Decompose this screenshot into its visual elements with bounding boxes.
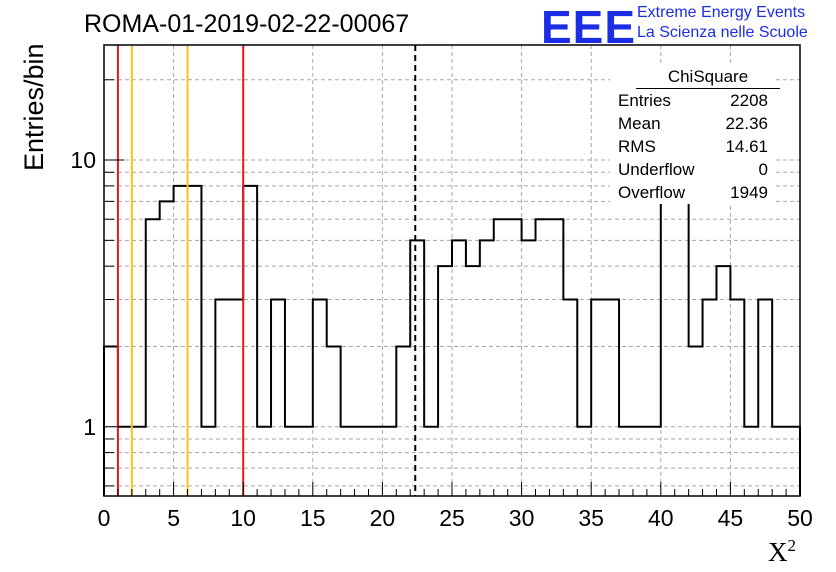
histogram-bin <box>174 186 188 496</box>
y-axis-label: Entries/bin <box>19 43 49 171</box>
histogram-bin <box>563 300 577 496</box>
stats-value: 14.61 <box>725 137 768 156</box>
x-tick-label: 10 <box>230 505 256 531</box>
x-tick-label: 40 <box>648 505 674 531</box>
histogram-bin <box>285 427 299 496</box>
histogram-bin <box>508 219 522 496</box>
stats-row-mean: Mean 22.36 <box>610 112 776 135</box>
histogram-bin <box>494 219 508 496</box>
histogram-bin <box>368 427 382 496</box>
histogram-bin <box>438 266 452 496</box>
histogram-bin <box>619 427 633 496</box>
histogram-bin <box>452 240 466 496</box>
stats-value: 1949 <box>730 183 768 202</box>
stats-box: ChiSquare Entries 2208 Mean 22.36 RMS 14.61… <box>610 66 780 204</box>
histogram-bin <box>118 427 132 496</box>
histogram-bin <box>146 219 160 496</box>
x-axis-label-superscript: 2 <box>787 536 797 555</box>
histogram-bin <box>160 201 174 496</box>
stats-label: Entries <box>618 91 671 110</box>
stats-label: RMS <box>618 137 656 156</box>
histogram-bin <box>577 427 591 496</box>
histogram-bin <box>716 266 730 496</box>
stats-value: 0 <box>758 160 768 179</box>
histogram-bin <box>257 427 271 496</box>
histogram-bin <box>675 201 689 496</box>
histogram-bin <box>772 427 786 496</box>
histogram-bin <box>703 300 717 496</box>
histogram-bin <box>243 186 257 496</box>
histogram-bin <box>758 300 772 496</box>
stats-row-underflow: Underflow 0 <box>610 158 776 181</box>
histogram-bin <box>410 240 424 496</box>
chart-title: ROMA-01-2019-02-22-00067 <box>84 10 410 38</box>
stats-label: Overflow <box>618 183 686 202</box>
histogram-bin <box>466 266 480 496</box>
histogram-bin <box>271 300 285 496</box>
histogram-bin <box>327 346 341 496</box>
histogram-bin <box>382 427 396 496</box>
x-tick-label: 15 <box>300 505 326 531</box>
x-tick-label: 0 <box>98 505 111 531</box>
histogram-bin <box>480 240 494 496</box>
stats-row-entries: Entries 2208 <box>610 89 776 112</box>
x-tick-label: 45 <box>718 505 744 531</box>
histogram-bin <box>355 427 369 496</box>
histogram-bin <box>229 300 243 496</box>
histogram-bin <box>215 300 229 496</box>
x-tick-label: 5 <box>167 505 180 531</box>
x-tick-label: 50 <box>787 505 813 531</box>
histogram-bin <box>132 427 146 496</box>
stats-value: 2208 <box>730 91 768 110</box>
histogram-bin <box>647 427 661 496</box>
histogram-bin <box>341 427 355 496</box>
x-axis-label-text: X <box>768 537 788 567</box>
histogram-bin <box>201 427 215 496</box>
stats-title: ChiSquare <box>636 66 780 89</box>
histogram-bin <box>661 186 675 496</box>
x-tick-label: 30 <box>509 505 535 531</box>
stats-value: 22.36 <box>725 114 768 133</box>
histogram-bin <box>299 427 313 496</box>
histogram-bin <box>536 219 550 496</box>
x-tick-label: 25 <box>439 505 465 531</box>
histogram-bin <box>313 300 327 496</box>
histogram-bin <box>786 427 800 496</box>
histogram-bin <box>744 427 758 496</box>
x-tick-label: 20 <box>370 505 396 531</box>
histogram-outline <box>103 184 801 496</box>
stats-row-rms: RMS 14.61 <box>610 135 776 158</box>
stats-label: Underflow <box>618 160 695 179</box>
histogram-bin <box>188 186 202 496</box>
histogram-bin <box>104 346 118 496</box>
histogram-bin <box>633 427 647 496</box>
stats-row-overflow: Overflow 1949 <box>610 181 776 204</box>
logo-text-line1: Extreme Energy Events <box>637 4 806 21</box>
x-axis-label: X2 <box>768 536 796 568</box>
stats-label: Mean <box>618 114 661 133</box>
histogram-bin <box>605 300 619 496</box>
histogram-bin <box>424 427 438 496</box>
x-tick-label: 35 <box>578 505 604 531</box>
histogram-bin <box>591 300 605 496</box>
histogram-bin <box>522 240 536 496</box>
histogram-bin <box>689 346 703 496</box>
y-tick-label: 1 <box>83 414 96 440</box>
logo-text-line2: La Scienza nelle Scuole <box>637 24 808 41</box>
logo-mark: EEE <box>541 1 637 53</box>
eee-logo: EEE Extreme Energy Events La Scienza nel… <box>541 1 831 53</box>
histogram-bin <box>730 300 744 496</box>
histogram-bin <box>396 346 410 496</box>
y-tick-label: 10 <box>70 147 96 173</box>
histogram-bin <box>549 219 563 496</box>
